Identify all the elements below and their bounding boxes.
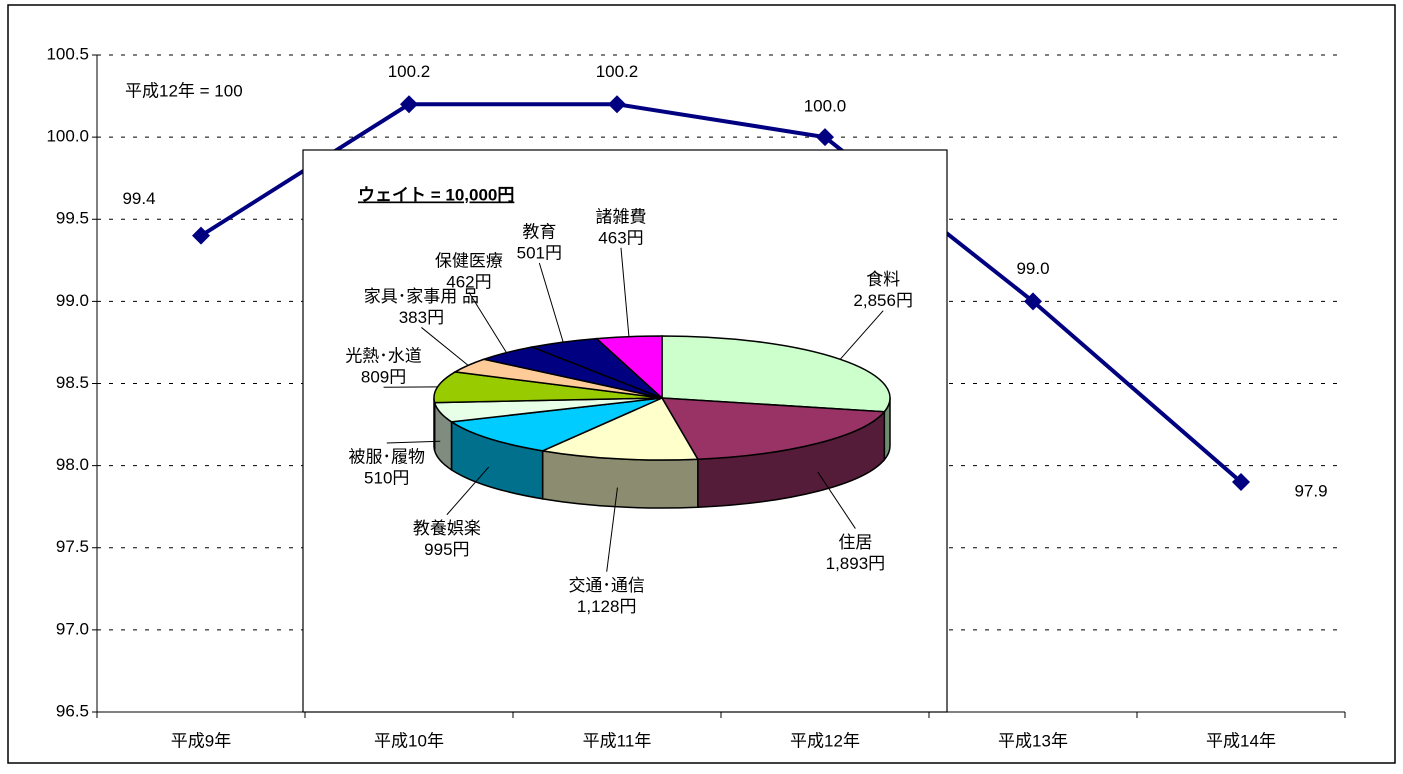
pie-value-label: 463円 <box>598 228 643 247</box>
pie-value-label: 1,128円 <box>577 597 637 616</box>
x-tick-label: 平成11年 <box>583 731 652 750</box>
pie-value-label: 995円 <box>424 540 469 559</box>
y-tick-label: 100.5 <box>46 44 89 63</box>
pie-category-label: 食料 <box>866 270 900 289</box>
y-tick-label: 97.0 <box>56 619 89 638</box>
y-tick-label: 100.0 <box>46 127 89 146</box>
pie-category-label: 教育 <box>522 222 556 241</box>
annotation: 平成12年 = 100 <box>125 81 243 100</box>
data-label: 99.4 <box>122 189 155 208</box>
y-tick-label: 99.5 <box>56 209 89 228</box>
data-label: 100.0 <box>804 97 847 116</box>
x-tick-label: 平成13年 <box>998 731 1068 750</box>
pie-category-label: 教養娯楽 <box>413 519 481 538</box>
y-tick-label: 98.5 <box>56 373 89 392</box>
pie-category-label: 保健医療 <box>435 252 503 271</box>
data-label: 97.9 <box>1294 482 1327 501</box>
pie-side <box>434 398 435 451</box>
y-tick-label: 96.5 <box>56 701 89 720</box>
pie-value-label: 809円 <box>361 368 406 387</box>
x-tick-label: 平成9年 <box>171 731 231 750</box>
pie-value-label: 1,893円 <box>826 554 886 573</box>
x-tick-label: 平成12年 <box>790 731 860 750</box>
y-tick-label: 97.5 <box>56 537 89 556</box>
pie-title: ウェイト = 10,000円 <box>358 185 514 204</box>
pie-category-label: 光熱･水道 <box>345 347 422 366</box>
pie-category-label: 被服･履物 <box>348 447 425 466</box>
x-tick-label: 平成14年 <box>1206 731 1276 750</box>
pie-category-label: 交通･通信 <box>568 576 645 595</box>
data-label: 99.0 <box>1016 259 1049 278</box>
pie-value-label: 510円 <box>364 468 409 487</box>
pie-value-label: 462円 <box>446 273 491 292</box>
x-tick-label: 平成10年 <box>374 731 444 750</box>
y-tick-label: 99.0 <box>56 291 89 310</box>
y-tick-label: 98.0 <box>56 455 89 474</box>
pie-category-label: 住居 <box>838 533 872 552</box>
data-label: 100.2 <box>388 62 431 81</box>
pie-value-label: 383円 <box>399 308 444 327</box>
data-label: 100.2 <box>596 62 639 81</box>
pie-value-label: 501円 <box>517 243 562 262</box>
pie-value-label: 2,856円 <box>853 291 913 310</box>
pie-category-label: 諸雑費 <box>595 207 646 226</box>
